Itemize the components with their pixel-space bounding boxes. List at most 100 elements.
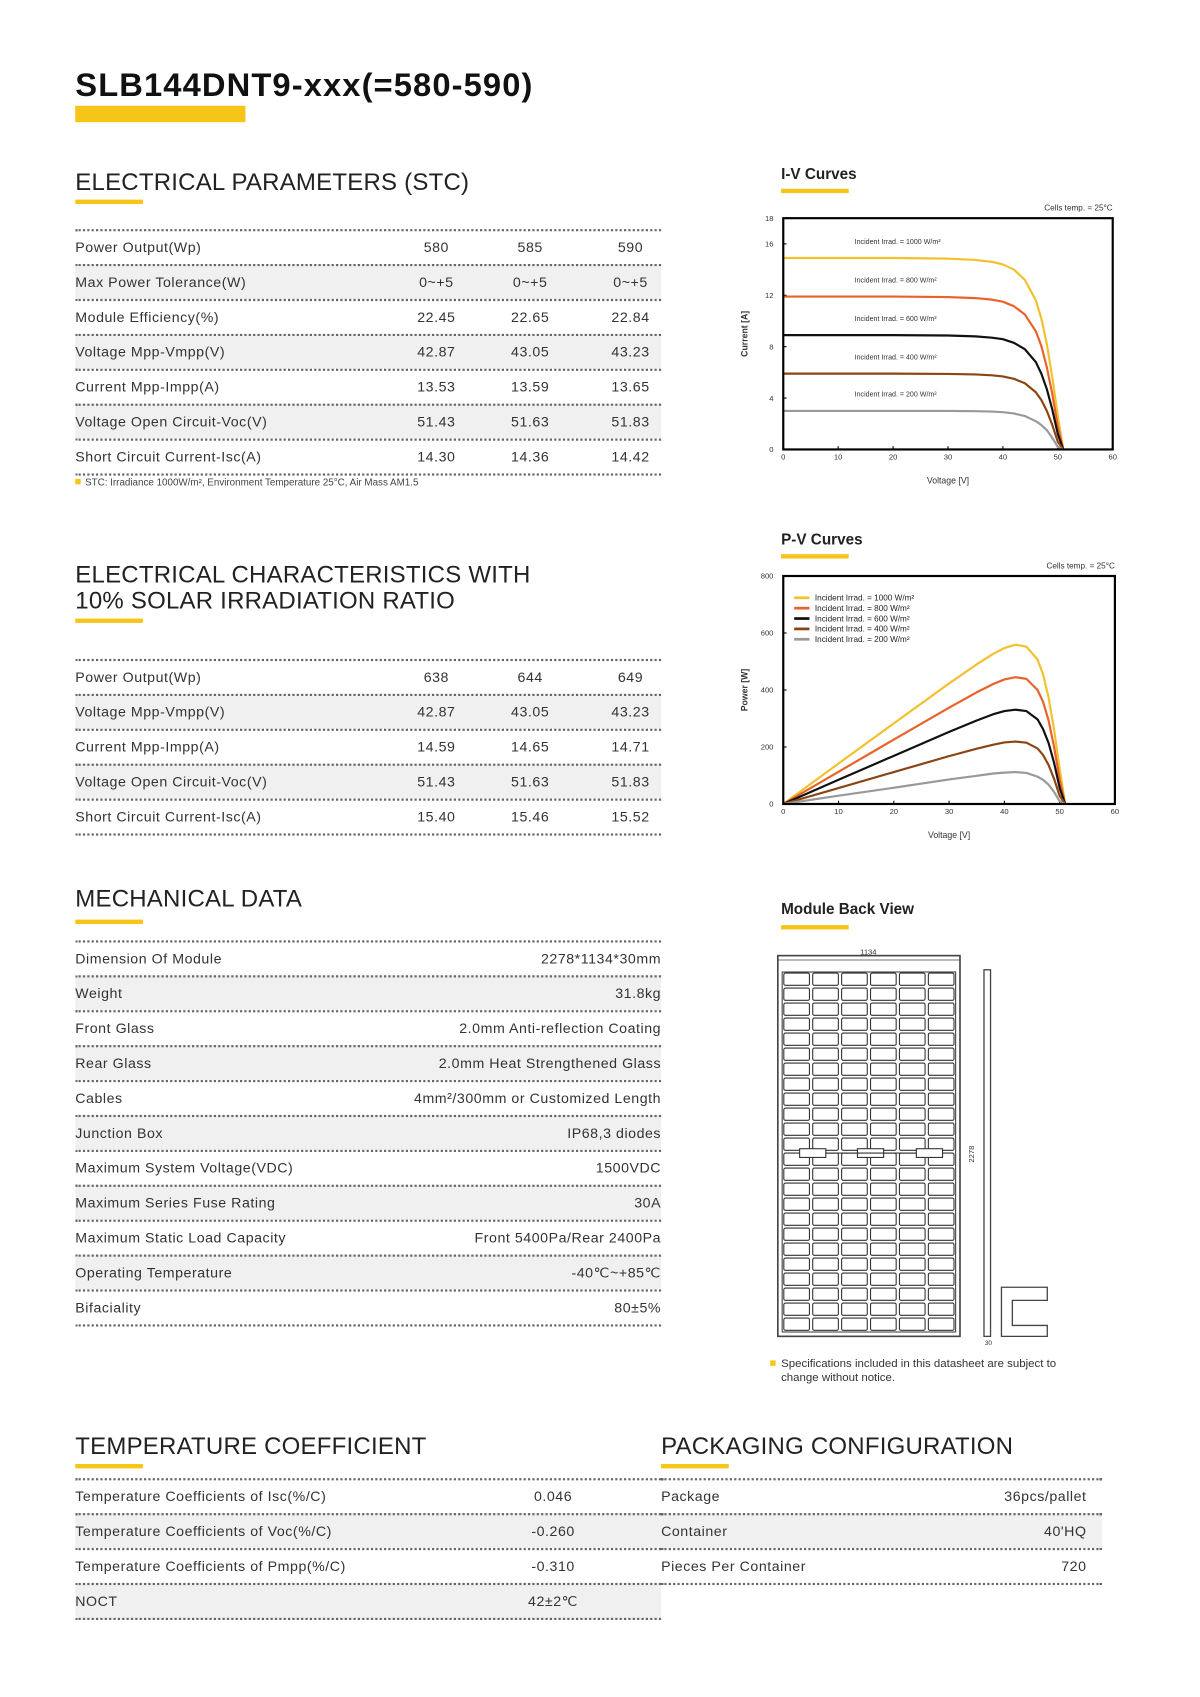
cell	[869, 1212, 897, 1226]
table-row: Weight 31.8kg	[75, 975, 662, 1011]
cell	[869, 987, 897, 1001]
cell	[841, 1137, 868, 1151]
row-value: 31.8kg	[615, 985, 662, 1002]
cell	[898, 1092, 926, 1106]
cell	[783, 1152, 810, 1166]
table-row: Power Output(Wp) 638 644 649	[75, 658, 662, 694]
section-title: TEMPERATURE COEFFICIENT	[75, 1432, 427, 1460]
row-label: Rear Glass	[75, 1054, 152, 1072]
curve	[783, 770, 1066, 806]
row-label: Power Output(Wp)	[75, 668, 202, 686]
section-underline	[75, 199, 143, 204]
cell	[812, 1062, 839, 1076]
junction-box	[799, 1148, 827, 1158]
cell	[841, 1227, 868, 1241]
row-label: Cables	[75, 1089, 123, 1107]
x-tick-label: 10	[834, 807, 842, 816]
y-tick-label: 800	[761, 572, 774, 581]
row-value: 43.05	[511, 703, 550, 720]
cell	[841, 1272, 868, 1286]
cell	[927, 1077, 955, 1091]
curve-label: Incident Irrad. = 400 W/m²	[855, 353, 938, 361]
cell	[783, 1317, 810, 1331]
cell	[898, 1167, 926, 1181]
cell	[898, 1107, 926, 1121]
cell	[927, 1182, 955, 1196]
row-label: Maximum Static Load Capacity	[75, 1229, 287, 1246]
cell	[841, 1317, 868, 1331]
cell	[898, 972, 926, 986]
curve	[783, 372, 1065, 451]
row-value: 42.87	[417, 703, 456, 720]
cell	[841, 1197, 868, 1211]
x-tick-label: 60	[1111, 807, 1119, 816]
x-axis-label: Voltage [V]	[928, 830, 970, 840]
cell	[841, 1257, 868, 1271]
cell	[812, 987, 839, 1001]
row-value: 638	[423, 668, 450, 686]
cell	[869, 1257, 897, 1271]
table-row: Front Glass 2.0mm Anti-reflection Coating	[75, 1010, 662, 1045]
row-value: 580	[423, 238, 450, 256]
row-value: 51.83	[611, 413, 650, 430]
cell	[927, 1017, 955, 1031]
row-value: 40'HQ	[1044, 1522, 1087, 1540]
section-underline	[75, 919, 143, 924]
row-value: 13.65	[611, 378, 650, 395]
row-value: 2.0mm Anti-reflection Coating	[459, 1019, 662, 1037]
row-value: 14.71	[611, 738, 650, 755]
y-tick-label: 12	[765, 291, 773, 300]
row-value: 644	[517, 668, 543, 686]
cell	[898, 1227, 926, 1241]
cell	[812, 1242, 839, 1256]
table-row: Temperature Coefficients of Isc(%/C) 0.04…	[75, 1478, 662, 1513]
row-label: Short Circuit Current-Isc(A)	[75, 448, 262, 465]
note: Specifications included in this datashee…	[781, 1357, 1057, 1385]
cell	[841, 1002, 868, 1016]
curve	[783, 334, 1065, 450]
cell	[783, 987, 810, 1001]
cell	[812, 1197, 839, 1211]
row-value: 15.40	[417, 808, 456, 825]
row-value: 51.43	[417, 773, 456, 790]
chart-underline	[781, 188, 849, 194]
cell	[783, 1242, 810, 1256]
cell	[783, 1137, 810, 1151]
curve	[782, 643, 1067, 805]
cell	[869, 1122, 897, 1136]
legend-label: Incident Irrad. = 400 W/m²	[815, 625, 910, 634]
row-label: Pieces Per Container	[661, 1557, 807, 1575]
curve	[782, 708, 1067, 805]
cell	[812, 1047, 839, 1061]
module-frame	[776, 954, 961, 1338]
row-value: 15.52	[611, 808, 650, 825]
row-value: 42±2℃	[528, 1592, 579, 1610]
row-label: Current Mpp-Impp(A)	[75, 738, 220, 755]
row-label: Weight	[75, 985, 123, 1002]
note-marker	[770, 1360, 776, 1366]
curve-label: Incident Irrad. = 1000 W/m²	[855, 238, 942, 246]
row-value: 590	[617, 238, 644, 256]
cell	[898, 1272, 926, 1286]
row-label: Package	[661, 1487, 721, 1505]
section-underline	[75, 1463, 143, 1469]
row-value: -0.310	[531, 1557, 575, 1575]
cell	[898, 1047, 926, 1061]
cell	[927, 1002, 955, 1016]
cell	[841, 1182, 868, 1196]
x-tick-label: 40	[999, 452, 1007, 461]
row-value: 36pcs/pallet	[1004, 1487, 1087, 1505]
cell	[927, 1122, 955, 1136]
row-label: Container	[661, 1522, 728, 1540]
cell	[841, 1167, 868, 1181]
row-value: 649	[617, 668, 644, 686]
cell	[898, 1242, 926, 1256]
chart-note: Cells temp. = 25°C	[1044, 204, 1113, 213]
legend-label: Incident Irrad. = 600 W/m²	[815, 614, 910, 623]
row-label: Temperature Coefficients of Voc(%/C)	[75, 1522, 332, 1540]
y-tick-label: 400	[761, 686, 774, 695]
x-tick-label: 60	[1108, 452, 1116, 461]
row-value: 80±5%	[614, 1299, 662, 1316]
row-value: 1500VDC	[595, 1159, 662, 1176]
